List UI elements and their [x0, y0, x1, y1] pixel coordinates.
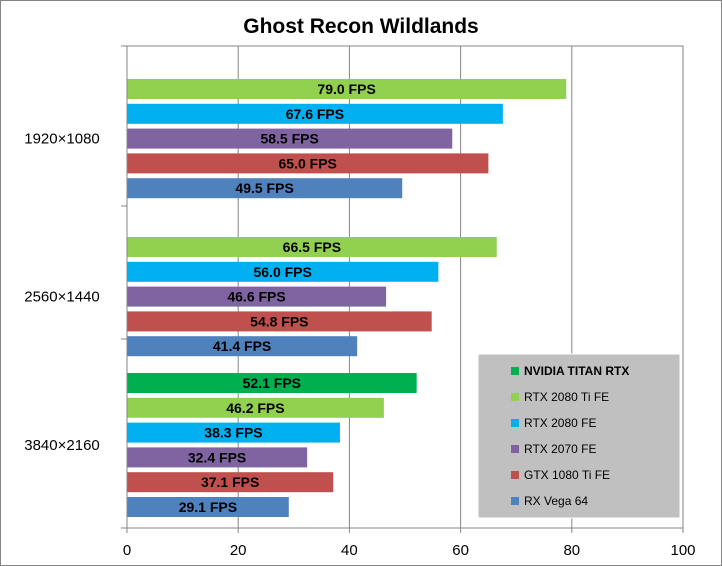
legend: NVIDIA TITAN RTX RTX 2080 Ti FE RTX 2080 F…: [477, 353, 681, 519]
bar: [127, 237, 497, 257]
bar-value-label: 32.4 FPS: [188, 449, 246, 465]
bar: [127, 79, 567, 99]
bar: [127, 103, 503, 124]
bar: [127, 261, 439, 282]
chart-title: Ghost Recon Wildlands: [243, 15, 479, 38]
legend-swatch: [511, 497, 519, 505]
bar-value-label: 58.5 FPS: [260, 131, 318, 147]
x-tick-label: 60: [452, 542, 469, 559]
bar-value-label: 65.0 FPS: [279, 155, 337, 171]
bar-value-label: 56.0 FPS: [253, 264, 311, 280]
x-tick-label: 40: [341, 542, 358, 559]
bar: [127, 422, 340, 443]
bar-value-label: 29.1 FPS: [179, 499, 237, 515]
bar-value-label: 37.1 FPS: [201, 474, 259, 490]
bar: [127, 497, 289, 517]
bar-value-label: 52.1 FPS: [243, 375, 301, 391]
legend-swatch: [511, 367, 519, 375]
bar: [127, 311, 432, 332]
x-tick-label: 100: [670, 542, 695, 559]
bar: [127, 128, 453, 149]
bar-value-label: 67.6 FPS: [286, 106, 344, 122]
bar-value-label: 41.4 FPS: [213, 338, 271, 354]
legend-swatch: [511, 419, 519, 427]
x-tick-label: 80: [563, 542, 580, 559]
legend-swatch: [511, 471, 519, 479]
plot-area-border: [126, 45, 684, 529]
x-tick-label: 0: [123, 542, 131, 559]
bar: [127, 153, 489, 174]
bar: [127, 472, 334, 493]
category-label: 1920×1080: [24, 131, 100, 148]
category-label: 2560×1440: [24, 289, 100, 306]
legend-swatch: [511, 445, 519, 453]
bar-value-label: 54.8 FPS: [250, 313, 308, 329]
bar-value-label: 49.5 FPS: [235, 180, 293, 196]
legend-label: NVIDIA TITAN RTX: [524, 364, 629, 378]
legend-label: GTX 1080 Ti FE: [524, 468, 610, 482]
legend-label: RTX 2080 Ti FE: [524, 390, 609, 404]
bar: [127, 286, 387, 307]
bar: [127, 447, 308, 468]
bar-value-label: 66.5 FPS: [283, 239, 341, 255]
bar: [127, 336, 358, 357]
bar: [127, 178, 403, 199]
legend-label: RTX 2070 FE: [524, 442, 596, 456]
legend-label: RX Vega 64: [524, 494, 588, 508]
bars: 79.0 FPS 67.6 FPS 58.5 FPS 65.0 FPS 49.5 FPS…: [127, 79, 567, 517]
legend-swatch: [511, 393, 519, 401]
bar-value-label: 46.2 FPS: [226, 400, 284, 416]
axes: 0 20 40 60 80 100 1920×1080 2560×1440 3840×2160: [24, 45, 696, 559]
bar-value-label: 38.3 FPS: [204, 425, 262, 441]
bar: [127, 397, 384, 418]
category-label: 3840×2160: [24, 437, 100, 454]
bar-value-label: 79.0 FPS: [317, 81, 375, 97]
bar-value-label: 46.6 FPS: [227, 289, 285, 305]
legend-box: [477, 353, 681, 519]
x-tick-label: 20: [230, 542, 247, 559]
legend-label: RTX 2080 FE: [524, 416, 596, 430]
bar: [127, 373, 417, 393]
